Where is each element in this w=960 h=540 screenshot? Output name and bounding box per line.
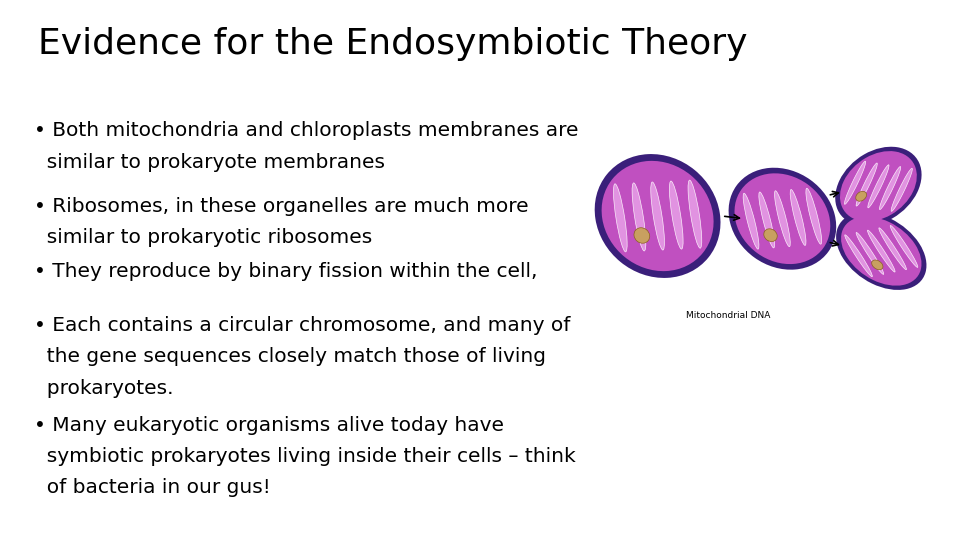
Ellipse shape bbox=[758, 192, 775, 248]
Text: Mitochondrial DNA: Mitochondrial DNA bbox=[686, 310, 771, 320]
Ellipse shape bbox=[872, 260, 883, 269]
Text: • Ribosomes, in these organelles are much more: • Ribosomes, in these organelles are muc… bbox=[34, 197, 528, 216]
Ellipse shape bbox=[856, 163, 877, 206]
Text: • Many eukaryotic organisms alive today have: • Many eukaryotic organisms alive today … bbox=[34, 416, 504, 435]
Text: Evidence for the Endosymbiotic Theory: Evidence for the Endosymbiotic Theory bbox=[38, 27, 748, 61]
Text: • Both mitochondria and chloroplasts membranes are: • Both mitochondria and chloroplasts mem… bbox=[34, 122, 578, 140]
Ellipse shape bbox=[594, 154, 721, 278]
Text: symbiotic prokaryotes living inside their cells – think: symbiotic prokaryotes living inside thei… bbox=[34, 447, 575, 466]
Ellipse shape bbox=[743, 193, 759, 249]
Text: • They reproduce by binary fission within the cell,: • They reproduce by binary fission withi… bbox=[34, 262, 537, 281]
Text: of bacteria in our gus!: of bacteria in our gus! bbox=[34, 478, 271, 497]
Ellipse shape bbox=[790, 190, 806, 245]
Ellipse shape bbox=[613, 184, 627, 252]
Ellipse shape bbox=[836, 212, 926, 290]
Ellipse shape bbox=[890, 226, 918, 267]
Ellipse shape bbox=[669, 181, 684, 249]
Ellipse shape bbox=[775, 191, 790, 247]
Text: the gene sequences closely match those of living: the gene sequences closely match those o… bbox=[34, 347, 545, 366]
Ellipse shape bbox=[764, 229, 778, 241]
Ellipse shape bbox=[602, 161, 713, 271]
Ellipse shape bbox=[878, 228, 906, 269]
Text: similar to prokaryotic ribosomes: similar to prokaryotic ribosomes bbox=[34, 228, 372, 247]
Ellipse shape bbox=[805, 188, 822, 244]
Text: similar to prokaryote membranes: similar to prokaryote membranes bbox=[34, 153, 385, 172]
Ellipse shape bbox=[688, 180, 702, 248]
Ellipse shape bbox=[879, 166, 900, 210]
Ellipse shape bbox=[632, 183, 646, 251]
Ellipse shape bbox=[729, 168, 836, 269]
Ellipse shape bbox=[855, 191, 867, 201]
Ellipse shape bbox=[856, 233, 884, 274]
Ellipse shape bbox=[868, 165, 889, 208]
Ellipse shape bbox=[840, 151, 917, 221]
Ellipse shape bbox=[845, 161, 866, 204]
Ellipse shape bbox=[841, 217, 922, 286]
Ellipse shape bbox=[845, 235, 873, 276]
Ellipse shape bbox=[868, 230, 895, 272]
Text: prokaryotes.: prokaryotes. bbox=[34, 379, 173, 397]
Ellipse shape bbox=[734, 173, 830, 264]
Ellipse shape bbox=[891, 168, 912, 211]
Ellipse shape bbox=[651, 182, 664, 250]
Text: • Each contains a circular chromosome, and many of: • Each contains a circular chromosome, a… bbox=[34, 316, 570, 335]
Ellipse shape bbox=[634, 228, 650, 243]
Ellipse shape bbox=[835, 147, 922, 226]
